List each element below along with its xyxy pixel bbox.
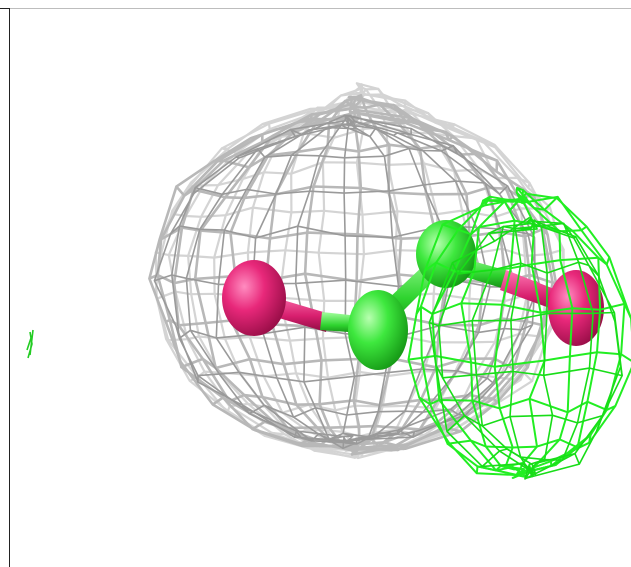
viewport-left-border — [9, 8, 10, 567]
mesh-line — [342, 124, 356, 437]
mesh-line — [171, 119, 347, 438]
viewport-top-border — [9, 8, 631, 9]
mesh-line — [185, 114, 346, 443]
mesh-line — [353, 120, 491, 440]
mesh-line — [442, 219, 588, 236]
mesh-line — [524, 218, 622, 480]
mesh-line — [524, 220, 594, 480]
mesh-line — [345, 121, 400, 444]
mesh-line — [156, 117, 357, 450]
mesh-line — [529, 219, 554, 466]
mesh-line — [451, 261, 600, 277]
mesh-line — [215, 122, 356, 444]
atom-magenta-left[interactable] — [222, 260, 286, 336]
atom-green-center[interactable] — [348, 290, 408, 370]
mesh-line — [172, 110, 359, 449]
mesh-line — [153, 122, 350, 442]
stray-mesh-fragment — [26, 329, 34, 359]
mesh-line — [429, 311, 616, 327]
mesh-line — [428, 216, 531, 468]
mesh-line — [419, 195, 528, 479]
mesh-line — [435, 364, 623, 379]
mesh-line — [514, 191, 546, 478]
mesh-line — [424, 256, 611, 273]
mesh-line — [437, 228, 538, 475]
mesh-line — [446, 414, 604, 433]
mesh-line — [516, 192, 631, 475]
viewport-corner-tick — [0, 8, 10, 9]
mesh-line — [509, 227, 534, 477]
mesh-line — [415, 302, 631, 319]
mesh-line — [418, 396, 616, 414]
density-mesh-green — [407, 186, 631, 480]
mesh-line — [294, 116, 348, 441]
mesh-line — [407, 196, 527, 476]
mesh-line — [431, 198, 521, 472]
mesh-line — [408, 351, 631, 368]
mesh-line — [471, 222, 535, 466]
mesh-line — [521, 195, 626, 474]
